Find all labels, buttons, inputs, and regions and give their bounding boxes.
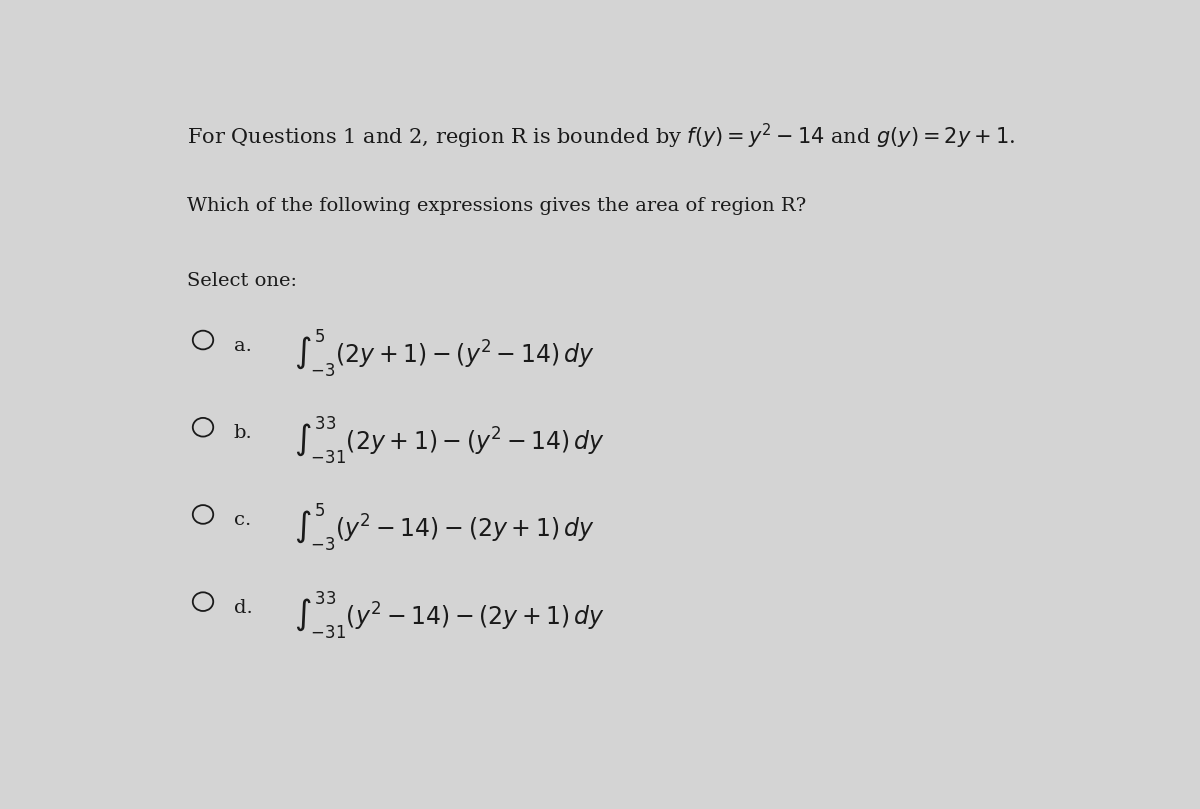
Text: $\int_{-31}^{33}(y^2-14)-(2y+1)\,dy$: $\int_{-31}^{33}(y^2-14)-(2y+1)\,dy$ (294, 589, 605, 641)
Text: d.: d. (234, 599, 252, 616)
Text: For Questions 1 and 2, region R is bounded by $f(y)=y^2-14$ and $g(y)=2y+1$.: For Questions 1 and 2, region R is bound… (187, 122, 1015, 151)
Text: $\int_{-3}^{5}(2y+1)-(y^2-14)\,dy$: $\int_{-3}^{5}(2y+1)-(y^2-14)\,dy$ (294, 328, 595, 379)
Text: b.: b. (234, 424, 252, 442)
Text: Select one:: Select one: (187, 272, 298, 290)
Text: $\int_{-31}^{33}(2y+1)-(y^2-14)\,dy$: $\int_{-31}^{33}(2y+1)-(y^2-14)\,dy$ (294, 415, 605, 466)
Text: $\int_{-3}^{5}(y^2-14)-(2y+1)\,dy$: $\int_{-3}^{5}(y^2-14)-(2y+1)\,dy$ (294, 502, 595, 553)
Text: c.: c. (234, 511, 251, 529)
Text: a.: a. (234, 337, 252, 355)
Text: Which of the following expressions gives the area of region R?: Which of the following expressions gives… (187, 197, 806, 214)
